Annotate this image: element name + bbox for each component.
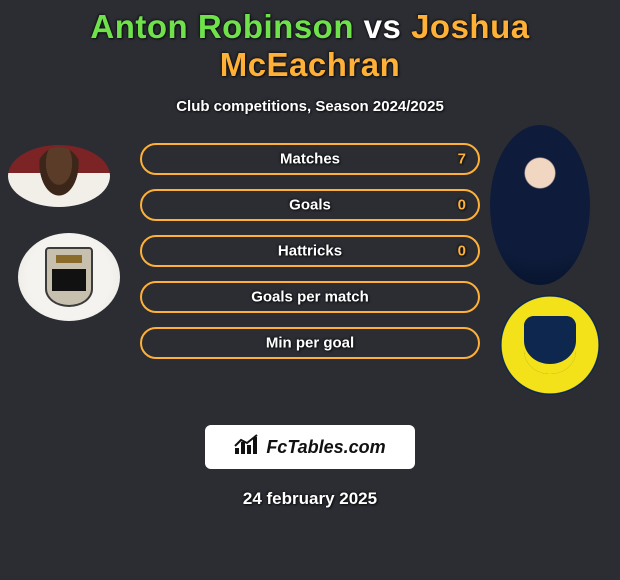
comparison-panel: Matches7Goals0Hattricks0Goals per matchM… <box>0 143 620 403</box>
stat-row: Hattricks0 <box>140 235 480 267</box>
stat-label: Min per goal <box>142 335 478 352</box>
stat-value-right: 7 <box>458 151 466 168</box>
bar-chart-icon <box>234 434 260 461</box>
player1-club-crest <box>18 233 120 321</box>
stat-value-right: 0 <box>458 243 466 260</box>
stat-label: Goals per match <box>142 289 478 306</box>
player1-avatar <box>8 145 110 207</box>
stat-row: Min per goal <box>140 327 480 359</box>
source-logo-text: FcTables.com <box>266 437 385 458</box>
stat-label: Goals <box>142 197 478 214</box>
page-title: Anton Robinson vs Joshua McEachran <box>0 0 620 84</box>
stat-row: Goals0 <box>140 189 480 221</box>
subtitle: Club competitions, Season 2024/2025 <box>0 98 620 115</box>
title-vs: vs <box>364 8 402 45</box>
player2-avatar <box>490 125 590 285</box>
stat-label: Hattricks <box>142 243 478 260</box>
stat-value-right: 0 <box>458 197 466 214</box>
stats-list: Matches7Goals0Hattricks0Goals per matchM… <box>140 143 480 373</box>
player2-club-crest <box>500 295 600 395</box>
title-player1: Anton Robinson <box>90 8 354 45</box>
source-logo: FcTables.com <box>205 425 415 469</box>
snapshot-date: 24 february 2025 <box>0 489 620 509</box>
stat-row: Goals per match <box>140 281 480 313</box>
stat-row: Matches7 <box>140 143 480 175</box>
stat-label: Matches <box>142 151 478 168</box>
